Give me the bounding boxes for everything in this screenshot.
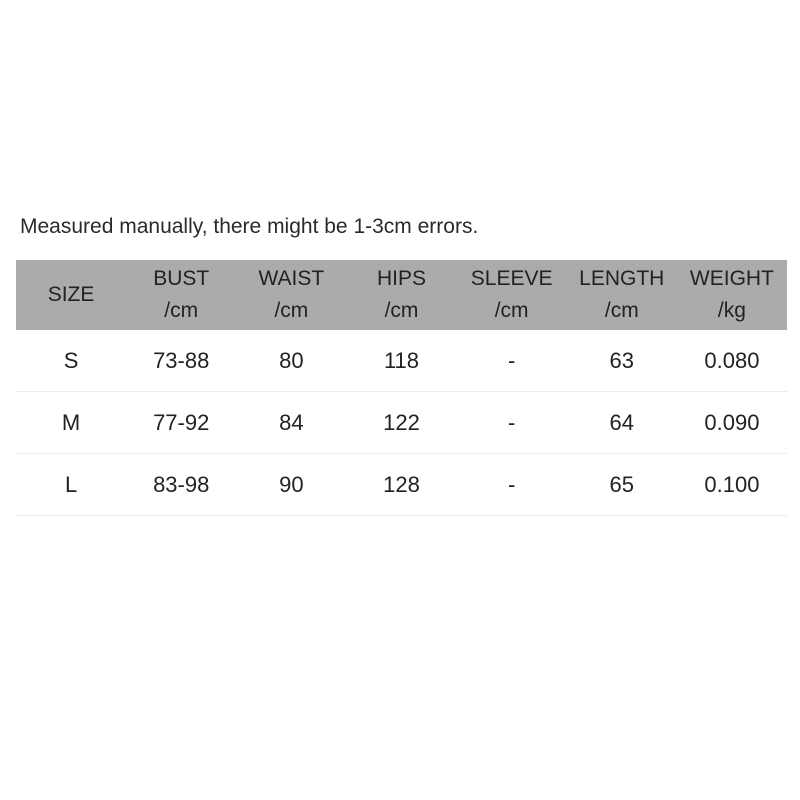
table-cell: 0.090 [676,391,787,454]
table-row: S 73-88 80 118-63 0.080 [16,330,787,392]
column-header-waist: WAIST/cm [236,260,347,330]
header-label: WEIGHT [689,267,774,290]
table-row: L 83-98 90 128-65 0.100 [16,453,787,516]
header-label: SIZE [47,283,95,306]
table-cell: L [16,453,127,516]
table-cell: 64 [566,391,677,454]
size-chart-table: SIZE BUST/cm WAIST/cm HIPS/cm SLEEVE/cm LENGT… [16,260,787,516]
table-cell: 83-98 [126,453,237,516]
header-row: SIZE BUST/cm WAIST/cm HIPS/cm SLEEVE/cm LENGT… [16,260,787,330]
table-cell: - [456,391,567,454]
column-header-weight: WEIGHT/kg [676,260,787,330]
header-label: HIPS [376,267,426,290]
table-cell: 63 [566,330,677,392]
header-label: LENGTH [579,267,665,290]
table-cell: 118 [346,330,457,392]
table-cell: 73-88 [126,330,237,392]
header-unit: /cm [384,299,419,322]
column-header-bust: BUST/cm [126,260,237,330]
table-cell: 77-92 [126,391,237,454]
table-cell: S [16,330,127,392]
column-header-length: LENGTH/cm [566,260,677,330]
header-unit: /cm [604,299,639,322]
table-cell: 0.100 [676,453,787,516]
table-cell: 122 [346,391,457,454]
table-cell: - [456,330,567,392]
column-header-hips: HIPS/cm [346,260,457,330]
header-unit: /cm [494,299,529,322]
measurement-note: Measured manually, there might be 1-3cm … [20,215,479,238]
header-label: BUST [153,267,210,290]
column-header-sleeve: SLEEVE/cm [456,260,567,330]
header-unit: /kg [717,299,746,322]
header-label: SLEEVE [470,267,553,290]
table-row: M 77-92 84 122-64 0.090 [16,391,787,454]
table-cell: 90 [236,453,347,516]
table-cell: 84 [236,391,347,454]
header-unit: /cm [274,299,309,322]
table-cell: 80 [236,330,347,392]
header-label: WAIST [258,267,325,290]
header-unit: /cm [164,299,199,322]
table-cell: M [16,391,127,454]
table-cell: 65 [566,453,677,516]
table-cell: 128 [346,453,457,516]
table-cell: 0.080 [676,330,787,392]
column-header-size: SIZE [16,260,127,330]
table-cell: - [456,453,567,516]
